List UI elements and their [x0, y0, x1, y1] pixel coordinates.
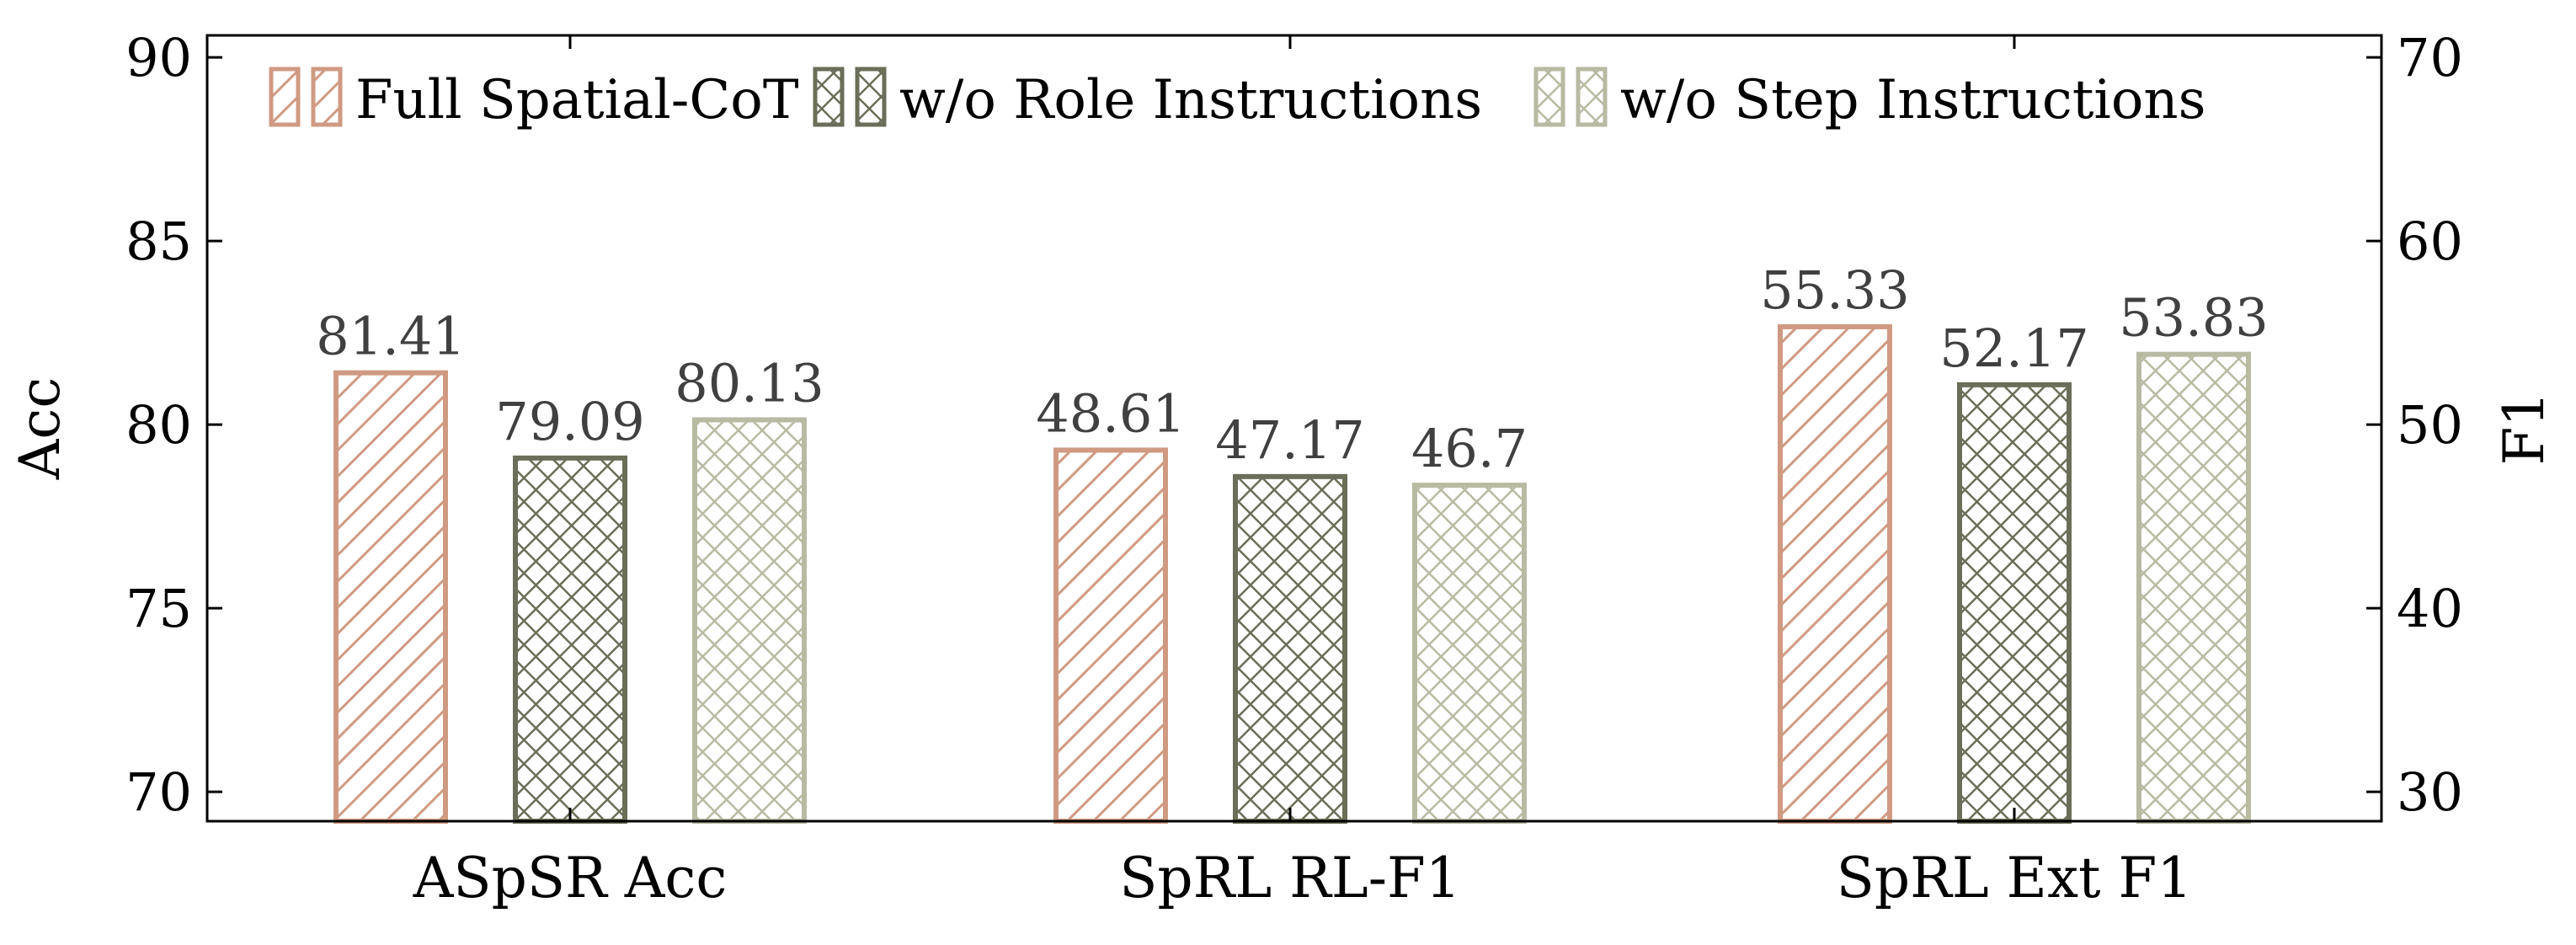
- bar-value-label: 79.09: [495, 391, 645, 452]
- y2-tick-label: 30: [2397, 761, 2463, 823]
- x-category-label: ASpSR Acc: [413, 846, 728, 910]
- y2-axis-label: F1: [2492, 392, 2557, 466]
- legend-item: w/o Step Instructions: [1533, 67, 2205, 131]
- bar-value-label: 80.13: [675, 352, 824, 414]
- legend-swatch: [269, 67, 301, 127]
- legend-item: Full Spatial-CoT: [269, 67, 799, 131]
- legend-label: w/o Step Instructions: [1620, 69, 2205, 131]
- plot-frame: [205, 34, 2383, 823]
- bar-series-0-cat-1: [1053, 447, 1168, 825]
- legend-item: w/o Role Instructions: [813, 67, 1482, 131]
- legend: Full Spatial-CoT w/o Role Instructions w/o…: [269, 67, 2205, 131]
- bar-series-2-cat-2: [2136, 351, 2251, 824]
- y-tick-label: 75: [125, 578, 192, 639]
- y2-tick-label: 40: [2397, 578, 2463, 639]
- bar-series-1-cat-0: [513, 455, 627, 825]
- y2-tick-label: 50: [2397, 394, 2463, 456]
- bar-series-1-cat-1: [1233, 473, 1347, 824]
- bar-value-label: 46.7: [1411, 418, 1528, 479]
- bar-value-label: 55.33: [1760, 259, 1910, 321]
- y-tick-label: 80: [125, 394, 192, 456]
- bar-value-label: 47.17: [1215, 409, 1365, 471]
- y2-tick-label: 70: [2397, 27, 2463, 88]
- legend-swatch: [1576, 67, 1608, 127]
- x-category-label: SpRL Ext F1: [1837, 846, 2193, 910]
- bars-layer: [333, 323, 2251, 825]
- bar-value-label: 48.61: [1036, 382, 1186, 444]
- bar-series-0-cat-2: [1778, 323, 1892, 824]
- y-tick-label: 90: [125, 27, 192, 88]
- value-labels-layer: 81.41 48.61 55.33 79.09 47.17 52.17 80.13 46.7 5…: [316, 259, 2269, 479]
- legend-label: w/o Role Instructions: [899, 69, 1482, 131]
- y-axis-label: Acc: [8, 377, 72, 481]
- bar-series-1-cat-2: [1957, 382, 2072, 824]
- y2-tick-label: 60: [2397, 211, 2463, 272]
- bar-series-2-cat-0: [692, 417, 807, 824]
- y-tick-label: 85: [125, 211, 192, 272]
- bar-value-label: 52.17: [1939, 318, 2089, 379]
- legend-swatch: [1533, 67, 1565, 127]
- bar-series-0-cat-0: [333, 370, 448, 824]
- legend-label: Full Spatial-CoT: [355, 69, 799, 131]
- legend-swatch: [813, 67, 845, 127]
- axes-layer: 70 75 80 85 90 30 40 50 60 70 ASpSR Acc SpRL RL-F1 S…: [8, 27, 2557, 910]
- bar-value-label: 53.83: [2119, 287, 2269, 349]
- y-tick-label: 70: [125, 761, 192, 823]
- x-category-label: SpRL RL-F1: [1119, 846, 1461, 910]
- legend-swatch: [311, 67, 343, 127]
- legend-swatch: [855, 67, 887, 127]
- bar-series-2-cat-1: [1412, 483, 1527, 824]
- bar-value-label: 81.41: [316, 306, 466, 367]
